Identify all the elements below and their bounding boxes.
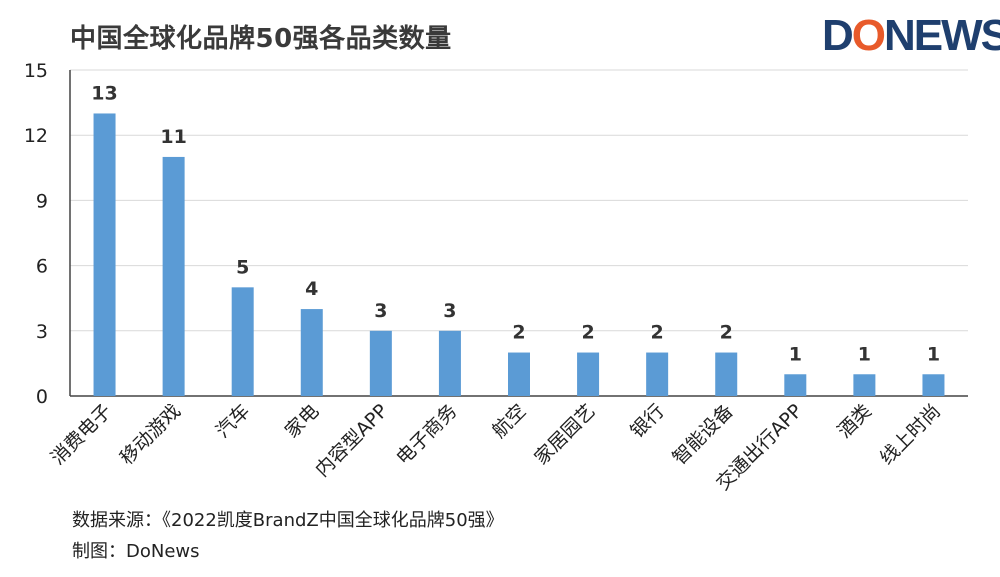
data-label: 13 — [91, 82, 117, 104]
x-tick-label: 消费电子 — [47, 400, 116, 469]
data-source-note: 数据来源：《2022凯度BrandZ中国全球化品牌50强》 — [72, 510, 504, 531]
x-tick-label: 移动游戏 — [116, 400, 185, 469]
data-label: 1 — [789, 343, 802, 365]
data-label: 1 — [927, 343, 940, 365]
x-tick-label: 酒类 — [833, 400, 875, 442]
x-tick-label: 线上时尚 — [876, 400, 945, 469]
author-note: 制图：DoNews — [72, 541, 200, 562]
bar — [853, 374, 876, 396]
bar — [922, 374, 945, 396]
x-tick-label: 电子商务 — [392, 400, 461, 469]
donews-logo: DONEWS — [822, 14, 1000, 58]
bar — [300, 309, 323, 396]
x-tick-label: 家电 — [281, 400, 323, 442]
x-tick-label: 汽车 — [212, 400, 254, 442]
bar — [162, 156, 185, 396]
bar — [93, 113, 116, 396]
data-label: 3 — [374, 300, 387, 322]
bar — [646, 352, 669, 396]
y-tick-label: 15 — [24, 60, 48, 82]
data-label: 1 — [858, 343, 871, 365]
data-label: 2 — [720, 322, 733, 344]
x-tick-label: 航空 — [488, 400, 530, 442]
logo-letter-d: D — [822, 11, 854, 60]
data-label: 3 — [443, 300, 456, 322]
x-tick-label: 银行 — [626, 400, 668, 442]
logo-letter-o: O — [851, 11, 886, 60]
chart-title: 中国全球化品牌50强各品类数量 — [70, 24, 452, 54]
bar — [784, 374, 807, 396]
y-tick-label: 3 — [36, 321, 48, 343]
logo-letters-news: NEWS — [884, 11, 1000, 60]
bar — [369, 330, 392, 396]
data-label: 2 — [512, 322, 525, 344]
y-tick-label: 12 — [24, 125, 48, 147]
bar — [577, 352, 600, 396]
bar — [438, 330, 461, 396]
x-tick-label: 家居园艺 — [530, 400, 599, 469]
bar — [508, 352, 530, 396]
data-label: 2 — [581, 322, 594, 344]
data-label: 11 — [160, 126, 186, 148]
y-tick-label: 0 — [36, 386, 48, 408]
data-label: 4 — [305, 278, 318, 300]
data-label: 5 — [236, 256, 249, 278]
x-tick-label: 智能设备 — [668, 400, 737, 469]
bar — [715, 352, 738, 396]
y-tick-label: 9 — [36, 190, 48, 212]
y-tick-label: 6 — [36, 256, 48, 278]
x-tick-label: 内容型APP — [311, 400, 392, 481]
bar — [231, 287, 254, 396]
data-label: 2 — [651, 322, 664, 344]
